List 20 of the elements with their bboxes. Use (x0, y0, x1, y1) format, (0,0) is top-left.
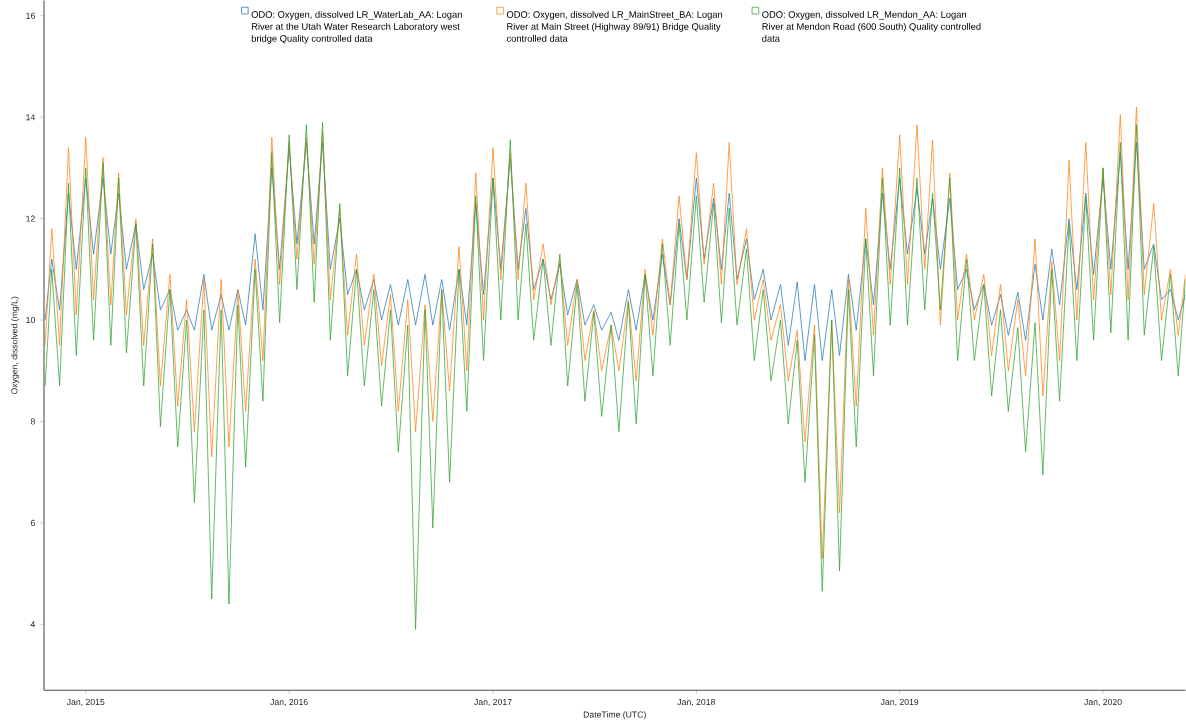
legend-label: ODO: Oxygen, dissolved LR_WaterLab_AA: Logan River at the Utah Water Research Laboratory west bridge Quality controlled data (251, 10, 462, 44)
y-tick-label: 16 (26, 12, 35, 19)
y-tick-label: 6 (30, 519, 35, 526)
y-tick-label: 4 (30, 621, 36, 628)
line-series (44, 106, 1186, 559)
y-tick-label: 14 (26, 114, 36, 121)
y-tick-label: 12 (26, 215, 35, 222)
x-tick-label: Jan, 2015 (66, 698, 105, 706)
y-tick-label: 10 (26, 316, 35, 323)
line-series (44, 121, 1186, 630)
legend-label: ODO: Oxygen, dissolved LR_Mendon_AA: Logan River at Mendon Road (600 South) Quality controlled data (762, 10, 981, 42)
legend-label: ODO: Oxygen, dissolved LR_MainStreet_BA: Logan River at Main Street (Highway 89/91) Bridge Quality controlled data (506, 10, 723, 42)
x-tick-label: Jan, 2019 (880, 698, 919, 706)
x-tick-label: Jan, 2016 (270, 698, 308, 706)
x-tick-label: Jan, 2020 (1084, 698, 1122, 706)
y-tick-label: 8 (30, 418, 35, 425)
y-axis-title: Oxygen, dissolved (mg/L) (11, 296, 20, 394)
x-axis-title: DateTime (UTC) (583, 711, 646, 720)
x-tick-label: Jan, 2017 (474, 698, 512, 706)
x-tick-label: Jan, 2018 (677, 698, 715, 706)
